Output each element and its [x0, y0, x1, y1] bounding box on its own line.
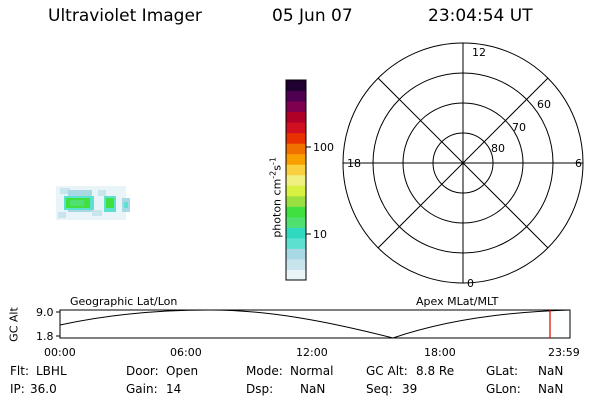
colorbar-frame	[285, 79, 307, 281]
colorbar-swatch	[286, 80, 306, 92]
colorbar-tick-label-10: 10	[313, 228, 327, 241]
colorbar-swatch	[286, 195, 306, 207]
colorbar-swatch	[286, 111, 306, 123]
colorbar-swatch	[286, 216, 306, 228]
apex-label: Apex MLat/MLT	[416, 295, 499, 308]
colorbar-swatch	[286, 132, 306, 144]
x-tick-1800: 18:00	[424, 346, 456, 359]
glat-value: NaN	[538, 364, 564, 378]
colorbar-swatch	[286, 269, 306, 281]
lat-label-70: 70	[512, 121, 526, 134]
timeline-frame	[59, 309, 571, 339]
dsp-label: Dsp:	[246, 382, 274, 396]
glon-value: NaN	[538, 382, 564, 396]
door-value: Open	[166, 364, 199, 378]
colorbar-swatch	[286, 90, 306, 102]
instrument-title: Ultraviolet Imager	[48, 6, 202, 26]
mode-value: Normal	[290, 364, 334, 378]
gain-value: 14	[166, 382, 182, 396]
colorbar-swatch	[286, 237, 306, 249]
seq-value: 39	[402, 382, 418, 396]
colorbar-tick-label-100: 100	[313, 141, 334, 154]
dsp-value: NaN	[300, 382, 326, 396]
altitude-curve	[59, 309, 571, 339]
flt-label: Flt:	[10, 364, 29, 378]
colorbar-swatch	[286, 143, 306, 155]
mlt-label-12: 12	[472, 46, 486, 59]
glon-label: GLon:	[486, 382, 521, 396]
x-tick-0000: 00:00	[44, 346, 76, 359]
timeline-y-top: 9.0	[36, 306, 54, 319]
date-label: 05 Jun 07	[272, 6, 353, 26]
colorbar-swatch	[286, 122, 306, 134]
seq-label: Seq:	[366, 382, 393, 396]
gcalt-label: GC Alt:	[366, 364, 408, 378]
gcalt-value: 8.8 Re	[416, 364, 455, 378]
colorbar-swatch	[286, 227, 306, 239]
x-tick-2359: 23:59	[548, 346, 580, 359]
x-tick-1200: 12:00	[296, 346, 328, 359]
colorbar-swatch	[286, 248, 306, 260]
colorbar-swatch	[286, 206, 306, 218]
mlt-label-6: 6	[575, 157, 582, 170]
colorbar-swatch	[286, 185, 306, 197]
door-label: Door:	[126, 364, 159, 378]
glat-label: GLat:	[486, 364, 519, 378]
timeline-y-bottom: 1.8	[36, 330, 54, 343]
colorbar-swatch	[286, 258, 306, 270]
ip-label: IP:	[10, 382, 25, 396]
mlt-label-18: 18	[347, 157, 361, 170]
lat-label-80: 80	[491, 142, 505, 155]
colorbar-swatch	[286, 101, 306, 113]
geographic-label: Geographic Lat/Lon	[70, 295, 178, 308]
time-label: 23:04:54 UT	[428, 6, 533, 26]
colorbar-swatch	[286, 153, 306, 165]
x-tick-0600: 06:00	[170, 346, 202, 359]
colorbar-swatch	[286, 164, 306, 176]
polar-diag-2	[377, 77, 549, 249]
uv-emission-blob	[56, 186, 130, 220]
gain-label: Gain:	[126, 382, 158, 396]
mode-label: Mode:	[246, 364, 283, 378]
ip-value: 36.0	[30, 382, 57, 396]
lat-label-60: 60	[537, 98, 551, 111]
mlt-label-0: 0	[467, 277, 474, 290]
colorbar-swatch	[286, 174, 306, 186]
colorbar-strip	[286, 80, 306, 281]
flt-value: LBHL	[36, 364, 67, 378]
